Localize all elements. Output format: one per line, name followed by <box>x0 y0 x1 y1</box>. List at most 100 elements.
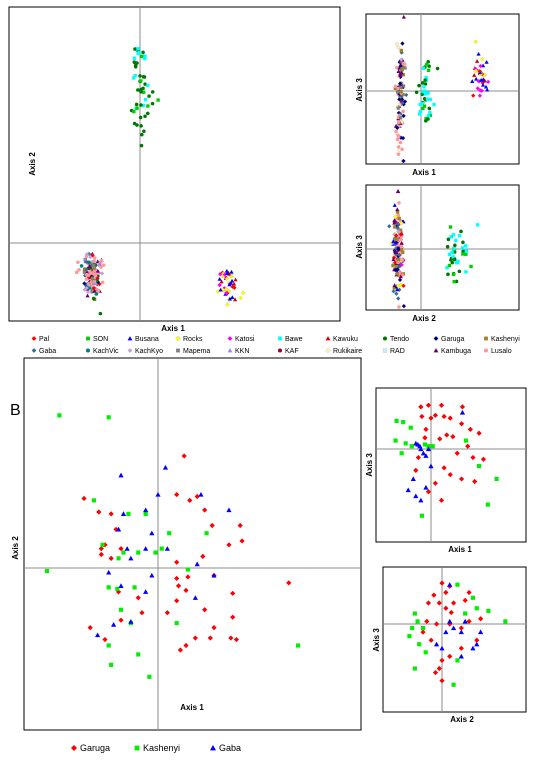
point-a-inset2-tendo <box>457 269 462 274</box>
point-b-inset1-kashenyi <box>408 425 413 430</box>
point-a-inset2-lusalo <box>397 305 401 309</box>
point-a-inset1-pal <box>471 93 476 98</box>
point-a-main-son <box>142 90 146 94</box>
legend-a-marker-kkn <box>227 348 233 353</box>
point-a-main-busana <box>218 287 223 292</box>
point-b-inset1-garuga <box>415 454 421 461</box>
legend-a-label: Rukikaire <box>333 348 362 355</box>
point-b-main-gaba <box>194 561 200 567</box>
point-a-main-tendo <box>133 64 138 69</box>
point-b-main-garuga <box>228 635 234 641</box>
point-a-main-bawe <box>137 50 141 55</box>
point-a-inset2-bawe <box>452 246 456 251</box>
point-b-main-gaba <box>149 572 155 578</box>
point-a-main-kachkyo <box>90 259 95 264</box>
point-a-main-katosi <box>222 272 227 277</box>
point-a-inset2-son <box>452 280 456 284</box>
plot-a-inset1-frame <box>365 13 520 165</box>
legend-a-label: SON <box>93 336 108 343</box>
legend-a-item-rad: RAD <box>382 348 405 355</box>
point-b-inset2-garuga <box>424 618 430 624</box>
point-a-main-lusalo <box>101 263 106 267</box>
point-a-inset1-lusalo <box>401 62 406 66</box>
point-a-main-kawuku <box>232 297 238 302</box>
point-a-inset2-garuga <box>396 247 401 252</box>
point-b-inset1-kashenyi <box>403 441 408 446</box>
point-a-main-tendo <box>143 114 147 119</box>
point-a-inset1-busana <box>476 51 481 56</box>
point-a-main-kashenyi <box>92 266 97 270</box>
point-a-main-garuga <box>95 280 101 285</box>
point-a-inset1-bawe <box>421 66 426 70</box>
point-a-inset2-tendo <box>446 237 451 242</box>
point-b-inset1-kashenyi <box>494 476 499 482</box>
point-a-main-pal <box>91 285 97 291</box>
point-a-main-kambuga <box>87 264 92 268</box>
point-a-inset1-tendo <box>420 81 425 85</box>
point-a-inset1-garuga <box>398 81 403 86</box>
point-b-main-garuga <box>207 635 213 641</box>
point-a-inset1-kashenyi <box>393 86 398 90</box>
point-b-inset1-garuga <box>465 443 471 449</box>
point-b-main-garuga <box>174 598 180 604</box>
point-a-inset2-kashenyi <box>394 264 399 269</box>
point-a-inset2-bawe <box>454 261 459 265</box>
point-b-main-garuga <box>185 574 191 580</box>
point-b-inset2-garuga <box>439 678 445 684</box>
point-a-inset1-busana <box>485 87 490 92</box>
point-a-inset2-pal <box>391 255 396 260</box>
legend-a-marker-gaba <box>31 348 37 353</box>
point-b-main-kashenyi <box>118 607 124 612</box>
point-a-inset2-kambuga <box>391 257 396 262</box>
point-b-inset1-garuga <box>470 454 476 461</box>
point-a-inset2-kashenyi <box>392 286 396 290</box>
point-b-inset1-gaba <box>425 446 432 452</box>
point-b-main-gaba <box>149 530 155 536</box>
legend-a-marker-lusalo <box>483 348 489 353</box>
point-a-inset2-kambuga <box>393 250 398 255</box>
point-b-inset1-gaba <box>423 484 429 490</box>
point-b-main-garuga <box>135 595 141 601</box>
legend-a-label: Gaba <box>39 348 56 355</box>
point-b-inset2-garuga <box>443 589 449 596</box>
point-a-inset2-gaba <box>387 224 392 229</box>
legend-a-marker-rocks <box>175 335 181 342</box>
point-a-inset2-tendo <box>459 229 463 234</box>
point-a-main-rocks <box>224 302 230 308</box>
point-a-main-garuga <box>82 281 87 286</box>
point-b-main-garuga <box>230 590 236 596</box>
point-a-inset2-bawe <box>460 246 465 250</box>
point-a-main-lusalo <box>77 267 81 272</box>
point-b-inset2-garuga <box>420 629 426 635</box>
point-a-inset1-lusalo <box>395 137 400 142</box>
point-a-main-kashenyi <box>90 276 95 280</box>
point-b-inset1-garuga <box>438 497 445 503</box>
point-b-main-gaba <box>94 632 101 638</box>
point-a-inset2-lusalo <box>396 213 401 217</box>
point-a-main-tendo <box>98 311 103 316</box>
legend-b-item-garuga: Garuga <box>71 743 110 753</box>
plot-b-main-ylabel: Axis 2 <box>11 536 20 560</box>
point-a-main-tendo <box>138 115 143 120</box>
point-b-main-kashenyi <box>106 585 111 590</box>
point-b-inset1-gaba <box>420 450 427 456</box>
point-b-inset2-kashenyi <box>474 606 479 611</box>
point-b-inset2-gaba <box>447 618 453 624</box>
point-a-inset1-katosi <box>478 88 483 93</box>
point-a-main-tendo <box>140 132 144 137</box>
point-a-main-lusalo <box>92 279 97 284</box>
point-a-inset2-rocks <box>399 220 404 226</box>
point-a-inset2-pal <box>401 283 406 288</box>
point-a-main-rocks <box>224 276 230 282</box>
point-a-inset1-garuga <box>395 125 400 131</box>
legend-a-item-son: SON <box>86 336 108 343</box>
point-b-inset2-garuga <box>447 653 453 659</box>
point-b-main-garuga <box>118 546 124 552</box>
point-b-inset2-kashenyi <box>412 611 417 616</box>
point-a-main-son <box>146 104 150 108</box>
legend-b-label: Garuga <box>80 743 110 753</box>
point-a-inset2-busana <box>395 287 400 292</box>
point-a-inset2-gaba <box>396 296 401 301</box>
legend-a-item-garuga: Garuga <box>433 336 464 343</box>
point-b-inset1-garuga <box>447 415 453 421</box>
